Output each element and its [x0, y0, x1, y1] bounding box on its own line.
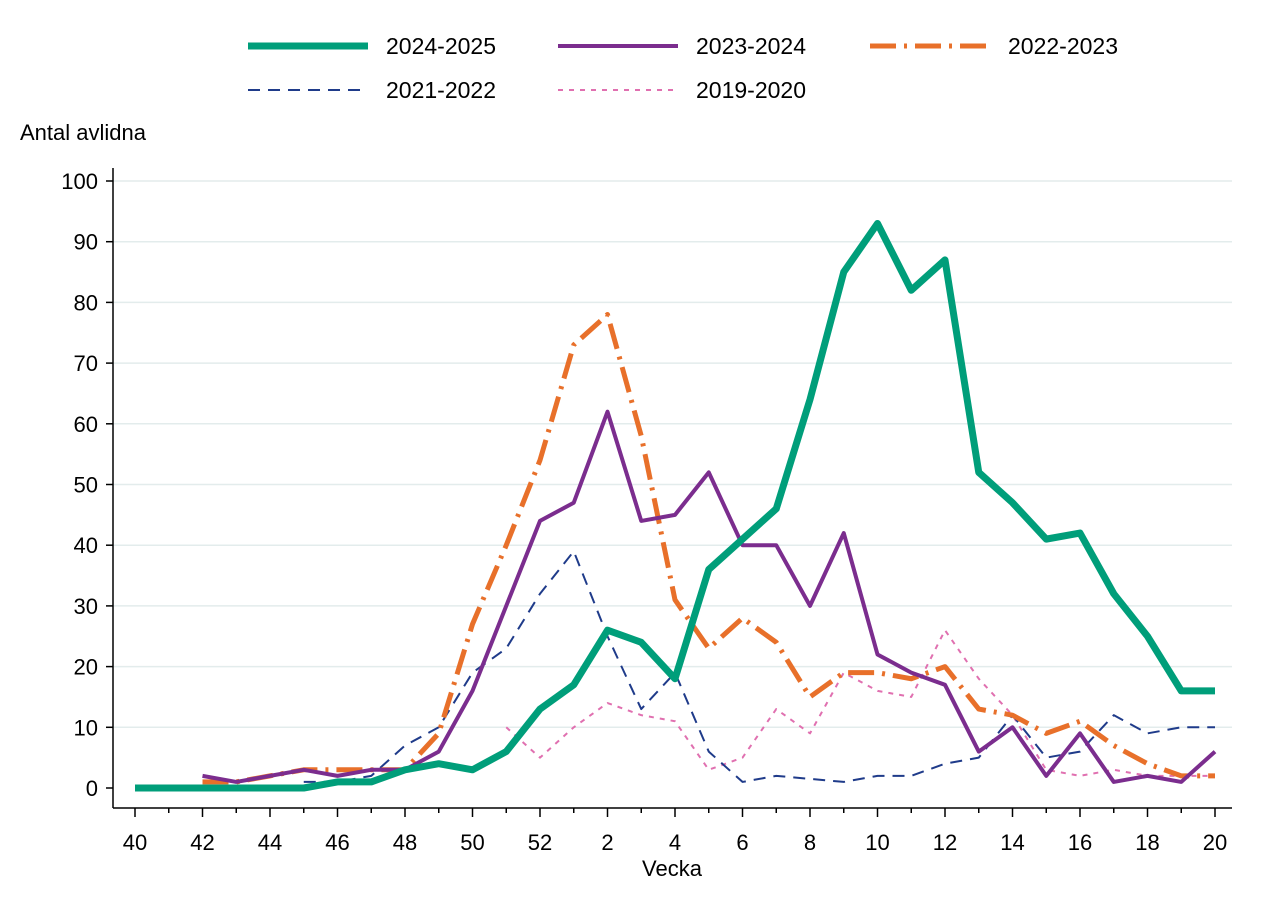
- x-tick-label: 6: [736, 830, 748, 855]
- x-tick-label: 14: [1000, 830, 1024, 855]
- x-axis-title: Vecka: [642, 856, 703, 881]
- x-tick-label: 4: [669, 830, 681, 855]
- x-tick-label: 18: [1135, 830, 1159, 855]
- gridlines: [113, 180, 1232, 729]
- y-tick-label: 10: [74, 715, 98, 740]
- x-tick-label: 10: [865, 830, 889, 855]
- y-tick-label: 20: [74, 655, 98, 680]
- y-tick-label: 90: [74, 230, 98, 255]
- series-line-2024-2025: [135, 219, 1215, 792]
- legend-label: 2022-2023: [1008, 33, 1118, 59]
- series-line-2019-2020: [505, 629, 1215, 777]
- x-tick-label: 46: [325, 830, 349, 855]
- y-tick-label: 40: [74, 533, 98, 558]
- series-line-2023-2024: [202, 409, 1217, 784]
- series-line-2022-2023: [202, 312, 1215, 785]
- y-tick-label: 30: [74, 594, 98, 619]
- x-tick-label: 50: [460, 830, 484, 855]
- legend-label: 2023-2024: [696, 33, 806, 59]
- legend-label: 2021-2022: [386, 77, 496, 103]
- y-tick-label: 50: [74, 473, 98, 498]
- legend-label: 2024-2025: [386, 33, 496, 59]
- y-tick-label: 70: [74, 351, 98, 376]
- legend-label: 2019-2020: [696, 77, 806, 103]
- y-axis-title: Antal avlidna: [20, 120, 147, 145]
- series-line-2021-2022: [303, 550, 1215, 783]
- x-tick-label: 12: [933, 830, 957, 855]
- y-tick-label: 0: [86, 776, 98, 801]
- x-tick-label: 40: [123, 830, 147, 855]
- x-tick-label: 2: [601, 830, 613, 855]
- x-tick-label: 16: [1068, 830, 1092, 855]
- y-tick-label: 100: [61, 169, 98, 194]
- x-tick-label: 48: [393, 830, 417, 855]
- x-tick-label: 42: [190, 830, 214, 855]
- y-tick-label: 60: [74, 412, 98, 437]
- legend: 2024-2025 2023-2024 2022-2023 2021-2022 2019…: [248, 33, 1118, 103]
- x-tick-label: 8: [804, 830, 816, 855]
- y-tick-label: 80: [74, 290, 98, 315]
- x-tick-label: 52: [528, 830, 552, 855]
- series-lines: [135, 219, 1217, 792]
- x-tick-label: 20: [1203, 830, 1227, 855]
- x-tick-label: 44: [258, 830, 282, 855]
